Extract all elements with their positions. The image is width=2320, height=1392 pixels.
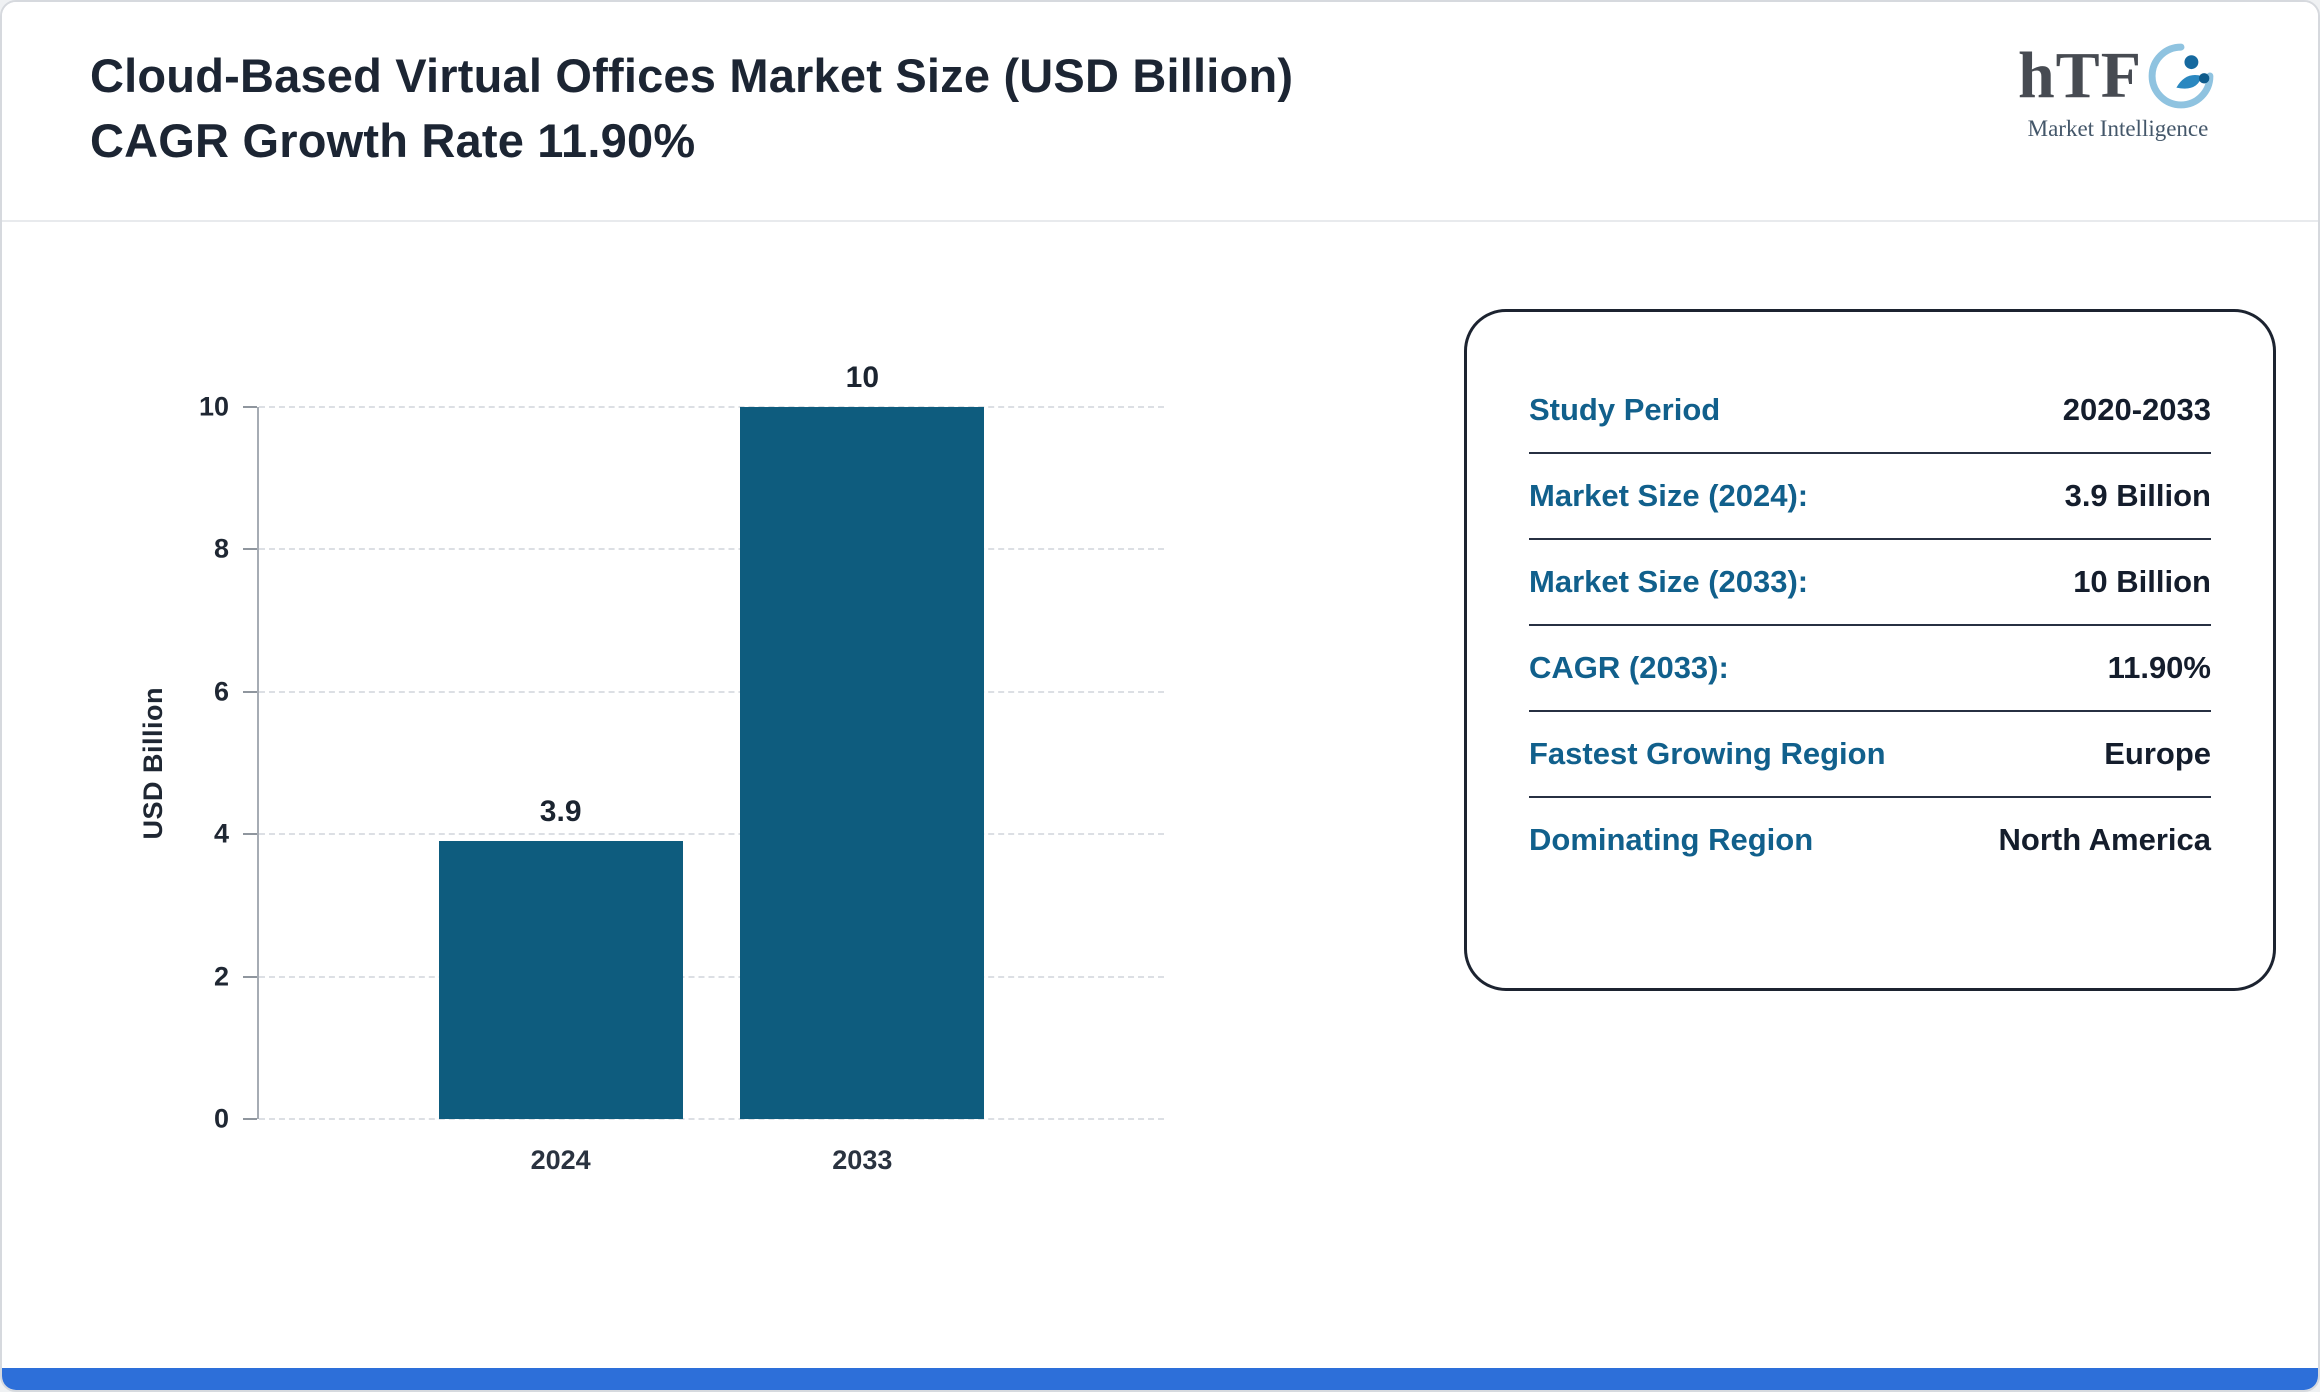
bottom-accent-bar (2, 1368, 2318, 1390)
gridline (259, 690, 1164, 693)
y-tick-label: 4 (213, 818, 229, 849)
logo-text: hTF (2017, 39, 2143, 112)
info-row-label: CAGR (2033): (1529, 650, 1729, 685)
info-row: Fastest Growing Region Europe (1529, 710, 2211, 796)
gridline (259, 1118, 1164, 1120)
y-tick-label: 8 (213, 533, 229, 564)
bar-value-label: 3.9 (539, 795, 582, 829)
bar-2033: 10 (740, 361, 985, 1119)
swoosh-people-icon (2148, 43, 2214, 109)
gridline (259, 548, 1164, 551)
info-row-label: Study Period (1529, 392, 1721, 427)
info-row-value: 3.9 Billion (2064, 478, 2211, 513)
info-row-value: Europe (2104, 736, 2211, 771)
y-tick-label: 10 (198, 391, 229, 422)
y-tick-mark (243, 833, 257, 836)
info-card-rows: Study Period 2020-2033 Market Size (2024):… (1529, 368, 2211, 932)
info-row-value: 2020-2033 (2062, 392, 2211, 427)
gridline (259, 406, 1164, 408)
y-tick-mark (243, 406, 257, 408)
logo-subtext: Market Intelligence (2027, 116, 2209, 141)
header: Cloud-Based Virtual Offices Market Size … (2, 2, 2318, 222)
info-card: Study Period 2020-2033 Market Size (2024):… (1464, 309, 2276, 991)
logo: hTF Market Intelligence (1988, 38, 2248, 142)
bar-2024: 3.9 (438, 795, 683, 1119)
info-row-value: North America (1998, 822, 2211, 857)
y-axis-title-wrap: USD Billion (130, 407, 176, 1119)
info-row: CAGR (2033): 11.90% (1529, 624, 2211, 710)
logo-top: hTF (1988, 38, 2248, 114)
x-tick-label: 2033 (832, 1145, 893, 1175)
info-row-label: Dominating Region (1529, 822, 1814, 857)
y-tick-mark (243, 1118, 257, 1120)
y-tick-label: 2 (213, 961, 229, 992)
y-tick-label: 0 (213, 1103, 229, 1134)
info-row-label: Fastest Growing Region (1529, 736, 1886, 771)
info-row: Market Size (2033): 10 Billion (1529, 538, 2211, 624)
y-tick-mark (243, 975, 257, 978)
bar-value-label: 10 (845, 361, 880, 394)
y-tick-label: 6 (213, 676, 229, 707)
info-row: Market Size (2024): 3.9 Billion (1529, 452, 2211, 538)
info-row: Dominating Region North America (1529, 796, 2211, 882)
gridline (259, 833, 1164, 836)
info-row-label: Market Size (2033): (1529, 564, 1809, 599)
info-row-value: 11.90% (2107, 650, 2211, 685)
x-tick-label: 2024 (530, 1145, 591, 1175)
gridline (259, 975, 1164, 978)
y-tick-mark (243, 548, 257, 551)
info-row-label: Market Size (2024): (1529, 478, 1809, 513)
plot-area: 0 2 4 6 8 10 3.9 2024 10 2033 (199, 361, 1164, 1175)
info-row: Study Period 2020-2033 (1529, 368, 2211, 452)
y-tick-mark (243, 690, 257, 693)
info-row-value: 10 Billion (2073, 564, 2211, 599)
page-title: Cloud-Based Virtual Offices Market Size … (90, 49, 1294, 167)
y-axis-title: USD Billion (137, 686, 168, 840)
